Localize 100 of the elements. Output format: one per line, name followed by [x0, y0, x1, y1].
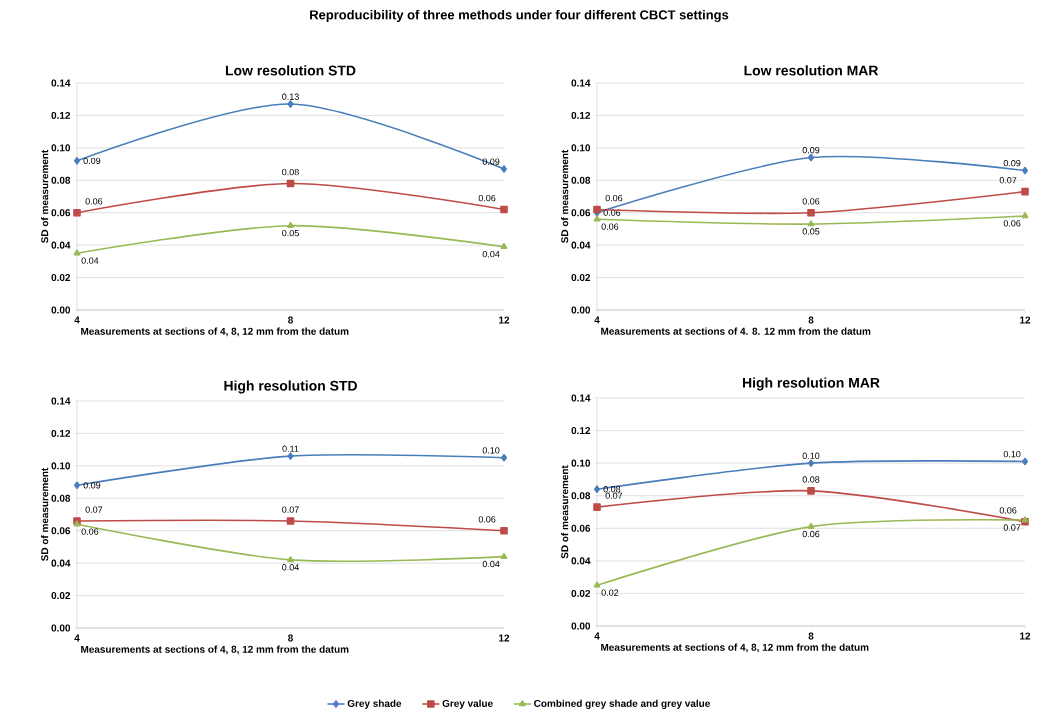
data-label: 0.06	[478, 194, 496, 202]
data-label: 0.02	[601, 589, 619, 596]
data-label: 0.11	[282, 445, 299, 452]
point	[500, 453, 508, 462]
y-tick-label: 0.08	[571, 176, 591, 184]
text: Reproducibility of three methods under four different CBCT settings	[310, 9, 729, 23]
y-tick-label: 0.00	[51, 624, 71, 632]
x-tick-label: 12	[499, 316, 510, 324]
data-label: 0.04	[282, 564, 299, 571]
y-tick-label: 0.04	[51, 241, 71, 249]
y-axis-title: SD of measurement	[560, 149, 569, 243]
point	[807, 459, 815, 467]
data-label: 0.09	[83, 157, 101, 164]
point	[73, 481, 81, 490]
y-tick-label: 0.10	[51, 144, 71, 152]
point	[500, 165, 508, 173]
point	[593, 485, 601, 493]
point	[73, 249, 81, 256]
y-tick-label: 0.00	[571, 306, 591, 314]
data-label: 0.07	[282, 506, 299, 513]
data-label: 0.13	[282, 93, 299, 100]
y-tick-label: 0.12	[571, 111, 591, 119]
chart-title: Low resolution STD	[225, 65, 356, 76]
y-tick-label: 0.04	[571, 241, 591, 249]
y-tick-label: 0.08	[51, 494, 71, 502]
data-label: 0.06	[1003, 220, 1021, 227]
x-axis-title: Measurements at sections of 4, 8, 12 mm from the datum	[601, 643, 869, 653]
point	[807, 522, 815, 529]
y-tick-label: 0.12	[51, 429, 71, 437]
legend-label: Grey value	[442, 699, 493, 709]
y-tick-label: 0.10	[51, 462, 71, 470]
x-axis-title: Measurements at sections of 4. 8. 12 mm from the datum	[601, 327, 871, 335]
point	[593, 215, 601, 222]
data-label: 0.07	[1003, 524, 1021, 531]
point	[807, 220, 815, 227]
data-label: 0.04	[81, 257, 99, 264]
data-label: 0.10	[802, 452, 820, 459]
y-tick-label: 0.02	[51, 274, 71, 282]
point	[593, 581, 601, 588]
y-tick-label: 0.12	[51, 111, 71, 119]
x-tick-label: 12	[1020, 632, 1031, 640]
x-tick-label: 8	[808, 632, 814, 640]
point	[1021, 187, 1029, 196]
y-axis-title: SD of measurement	[560, 465, 569, 559]
point	[1021, 457, 1029, 466]
y-tick-label: 0.08	[51, 176, 71, 184]
chart-title: Low resolution MAR	[744, 65, 879, 76]
y-axis-title: SD of measurement	[40, 467, 49, 561]
y-tick-label: 0.12	[571, 427, 591, 435]
point	[807, 208, 815, 217]
data-label: 0.06	[802, 530, 820, 538]
y-tick-label: 0.14	[571, 79, 591, 87]
y-tick-label: 0.02	[51, 592, 71, 600]
y-tick-label: 0.14	[51, 79, 71, 87]
y-tick-label: 0.00	[571, 622, 591, 630]
point	[286, 517, 295, 525]
point	[1021, 166, 1029, 175]
y-tick-label: 0.02	[571, 589, 591, 597]
data-label: 0.10	[482, 447, 500, 454]
x-axis-title: Measurements at sections of 4, 8, 12 mm from the datum	[81, 327, 349, 337]
chart-title: High resolution MAR	[742, 377, 880, 391]
point	[287, 100, 294, 108]
point	[593, 503, 601, 511]
y-tick-label: 0.14	[51, 397, 71, 405]
data-label: 0.06	[81, 528, 99, 535]
data-label: 0.09	[802, 147, 820, 154]
y-tick-label: 0.10	[571, 459, 591, 467]
y-tick-label: 0.06	[571, 524, 591, 532]
data-label: 0.05	[282, 229, 299, 237]
data-label: 0.05	[802, 228, 820, 235]
x-tick-label: 8	[808, 316, 814, 324]
y-tick-label: 0.14	[571, 394, 591, 402]
point	[500, 242, 508, 250]
data-label: 0.09	[1003, 160, 1021, 167]
data-label: 0.06	[999, 507, 1017, 514]
y-tick-label: 0.04	[571, 557, 591, 565]
y-tick-label: 0.00	[51, 306, 71, 314]
legend-label: Grey shade	[347, 699, 402, 709]
data-label: 0.07	[999, 177, 1017, 184]
data-label: 0.06	[605, 194, 623, 202]
point	[287, 556, 294, 563]
data-label: 0.06	[601, 223, 619, 230]
point	[500, 526, 508, 535]
y-tick-label: 0.02	[571, 274, 591, 282]
x-tick-label: 8	[288, 634, 293, 642]
point	[1021, 212, 1029, 219]
data-label: 0.06	[85, 198, 103, 205]
x-tick-label: 4	[594, 632, 600, 640]
data-label: 0.08	[603, 486, 621, 493]
x-tick-label: 4	[594, 316, 600, 324]
data-label: 0.04	[482, 250, 500, 258]
point	[807, 487, 815, 495]
point	[287, 452, 294, 460]
y-tick-label: 0.06	[51, 527, 71, 535]
point	[73, 208, 81, 217]
data-label: 0.07	[85, 506, 103, 513]
x-tick-label: 4	[74, 316, 80, 324]
point	[500, 552, 508, 559]
y-tick-label: 0.06	[571, 209, 591, 217]
point	[287, 221, 294, 228]
